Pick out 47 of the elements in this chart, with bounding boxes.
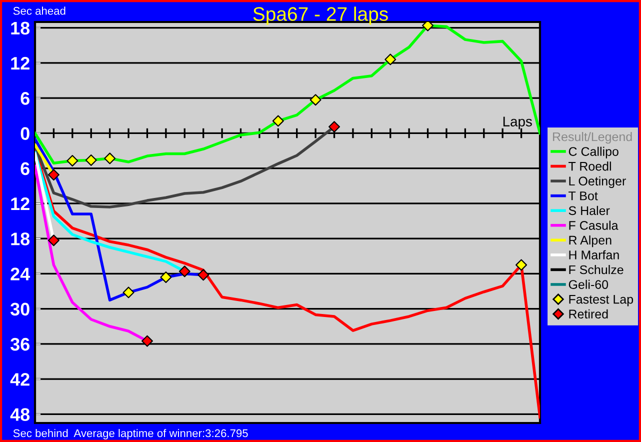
point bbox=[141, 335, 153, 347]
point bbox=[178, 266, 190, 278]
legend-title: Result/Legend bbox=[553, 132, 632, 144]
text: Average laptime of winner:3:26.795 bbox=[74, 428, 248, 440]
point bbox=[104, 152, 116, 164]
line-series bbox=[35, 148, 540, 419]
point bbox=[122, 286, 134, 298]
legend-label: R Alpen bbox=[569, 235, 612, 248]
text: Sec ahead bbox=[13, 6, 66, 15]
y-tick-label: 48 bbox=[10, 408, 30, 421]
legend-label: L Oetinger bbox=[569, 176, 626, 188]
point bbox=[422, 22, 434, 32]
point bbox=[310, 94, 322, 106]
legend-label: Fastest Lap bbox=[569, 295, 634, 306]
y-tick-label: 30 bbox=[10, 302, 30, 316]
legend-label: F Schulze bbox=[569, 264, 624, 274]
point bbox=[328, 121, 340, 133]
legend-label: T Bot bbox=[568, 192, 598, 200]
y-tick-label: 42 bbox=[10, 373, 30, 386]
legend-label: C Callipo bbox=[568, 146, 618, 158]
legend-label: H Marfan bbox=[569, 250, 619, 260]
legend-label: Retired bbox=[569, 309, 608, 319]
point bbox=[160, 271, 172, 283]
y-tick-label: 0 bbox=[20, 127, 30, 140]
y-tick-label: 6 bbox=[20, 92, 30, 105]
point bbox=[48, 234, 60, 246]
y-tick-label: 18 bbox=[11, 232, 30, 246]
point bbox=[516, 259, 528, 271]
legend-label: S Haler bbox=[568, 206, 610, 216]
legend-label: F Casula bbox=[569, 220, 618, 230]
text: Sec behind bbox=[13, 428, 68, 438]
point bbox=[384, 54, 396, 66]
point bbox=[85, 154, 97, 166]
chart-title: Spa67 - 27 laps bbox=[253, 6, 388, 25]
y-tick-label: 18 bbox=[11, 22, 30, 35]
y-tick-label: 36 bbox=[10, 338, 30, 351]
y-tick-label: 24 bbox=[10, 268, 30, 280]
point bbox=[272, 115, 284, 127]
x-axis-title: Laps bbox=[503, 116, 532, 130]
point bbox=[198, 269, 210, 281]
y-tick-label: 12 bbox=[11, 197, 30, 210]
legend-label: Geli-60 bbox=[568, 280, 608, 289]
y-tick-label: 12 bbox=[11, 56, 30, 70]
point bbox=[66, 154, 78, 166]
point bbox=[48, 169, 60, 181]
legend-label: T Roedl bbox=[568, 162, 611, 171]
y-tick-label: 6 bbox=[20, 162, 30, 176]
